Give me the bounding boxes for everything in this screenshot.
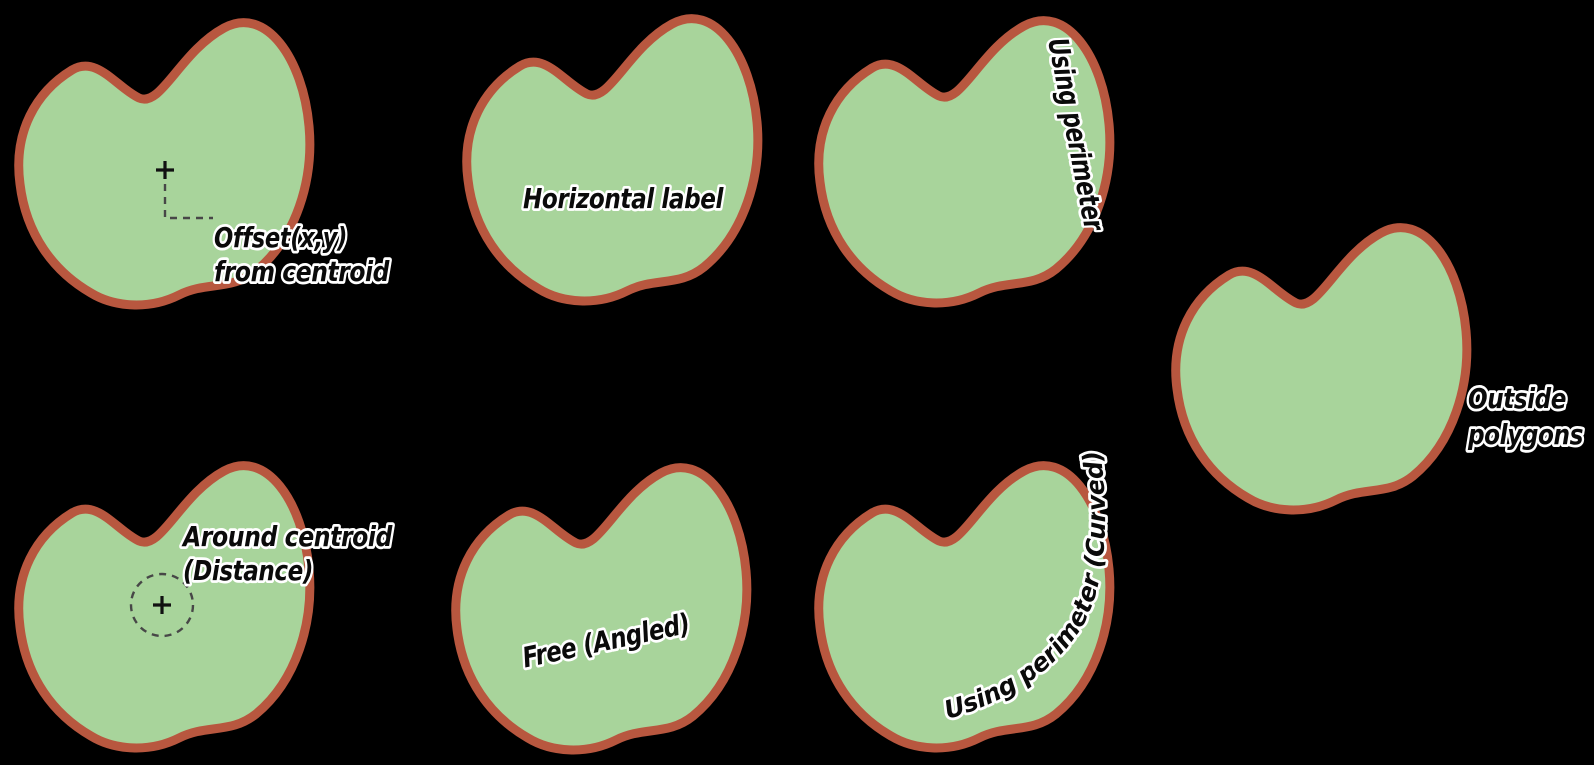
polygon [1176, 228, 1467, 510]
label-around-centroid-line1: Around centroid [181, 520, 393, 553]
placement-offset-from-centroid: Offset(x,y) from centroid [19, 23, 393, 305]
offset-guide-icon [163, 184, 213, 220]
placement-outside-polygons: Outside polygons [1176, 228, 1586, 510]
label-offset-line1: Offset(x,y) [214, 221, 347, 254]
placement-using-perimeter-curved: Using perimeter (Curved) [819, 447, 1114, 748]
placement-using-perimeter: Using perimeter [819, 21, 1111, 303]
polygon [467, 19, 758, 301]
label-offset-line2: from centroid [214, 255, 390, 288]
centroid-cross-icon [153, 596, 171, 614]
placement-horizontal: Horizontal label [467, 19, 758, 301]
label-horizontal: Horizontal label [523, 182, 724, 215]
label-outside-line2: polygons [1467, 418, 1583, 451]
placement-around-centroid: Around centroid (Distance) [19, 466, 396, 748]
placement-free-angled: Free (Angled) [456, 468, 747, 750]
label-around-centroid-line2: (Distance) [183, 554, 313, 587]
distance-circle-icon [129, 572, 195, 638]
centroid-cross-icon [156, 161, 174, 179]
polygon [456, 468, 747, 750]
label-outside-line1: Outside [1468, 382, 1566, 415]
polygon [19, 466, 310, 748]
